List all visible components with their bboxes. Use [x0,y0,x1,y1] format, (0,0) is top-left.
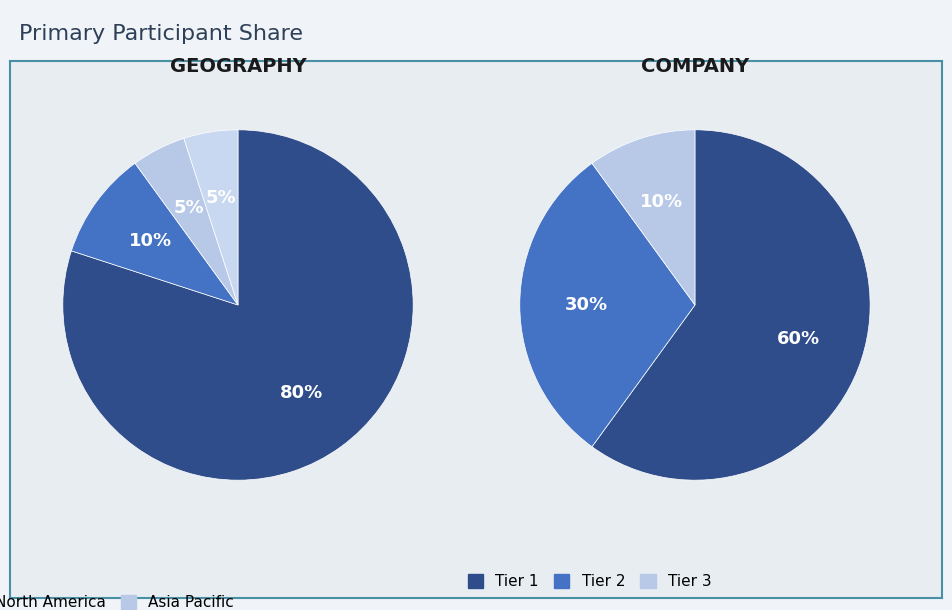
Wedge shape [184,130,238,305]
Text: 5%: 5% [173,199,204,217]
Text: 80%: 80% [280,384,324,402]
Title: GEOGRAPHY: GEOGRAPHY [169,57,307,76]
Text: 10%: 10% [640,193,683,210]
Text: 30%: 30% [565,296,608,314]
Wedge shape [63,130,413,480]
Text: 5%: 5% [206,188,236,207]
Wedge shape [71,163,238,305]
Wedge shape [592,130,870,480]
Title: COMPANY: COMPANY [641,57,749,76]
Legend: North America, Europe, Asia Pacific, RoW: North America, Europe, Asia Pacific, RoW [0,589,240,610]
Legend: Tier 1, Tier 2, Tier 3: Tier 1, Tier 2, Tier 3 [462,568,718,595]
Text: 60%: 60% [777,329,820,348]
Wedge shape [135,138,238,305]
Wedge shape [592,130,695,305]
Text: Primary Participant Share: Primary Participant Share [19,24,303,45]
Wedge shape [520,163,695,447]
Text: 10%: 10% [129,232,171,250]
